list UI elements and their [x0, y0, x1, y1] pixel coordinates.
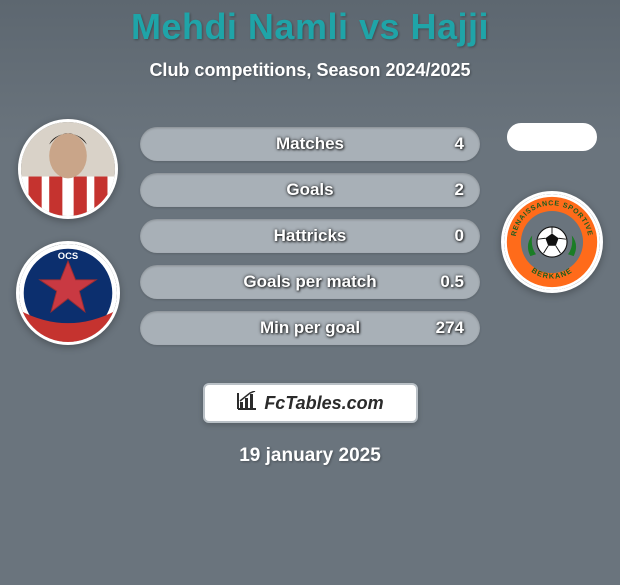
right-club-badge: RENAISSANCE SPORTIVE BERKANE: [501, 191, 603, 293]
stat-value: 274: [436, 318, 464, 338]
stat-value: 0: [455, 226, 464, 246]
stat-label: Hattricks: [274, 226, 347, 246]
page-title: Mehdi Namli vs Hajji: [0, 6, 620, 48]
footer-date: 19 january 2025: [0, 445, 620, 467]
brand-text: FcTables.com: [264, 393, 383, 414]
stat-label: Min per goal: [260, 318, 360, 338]
stat-label: Goals: [286, 180, 333, 200]
brand-box: FcTables.com: [203, 383, 418, 423]
left-club-text: OCS: [58, 250, 78, 261]
stat-row-gpm: Goals per match 0.5: [140, 265, 480, 299]
stat-label: Matches: [276, 134, 344, 154]
left-player-column: OCS: [8, 119, 128, 345]
stat-value: 0.5: [440, 272, 464, 292]
stat-bars: Matches 4 Goals 2 Hattricks 0 Goals per …: [140, 127, 480, 357]
stat-label: Goals per match: [243, 272, 376, 292]
brand-chart-icon: [236, 391, 258, 416]
stat-value: 4: [455, 134, 464, 154]
right-player-column: RENAISSANCE SPORTIVE BERKANE: [492, 119, 612, 293]
stat-row-goals: Goals 2: [140, 173, 480, 207]
page-subtitle: Club competitions, Season 2024/2025: [0, 60, 620, 81]
right-player-placeholder: [507, 123, 597, 151]
stat-row-mpg: Min per goal 274: [140, 311, 480, 345]
stat-row-matches: Matches 4: [140, 127, 480, 161]
left-player-avatar: [18, 119, 118, 219]
left-club-badge: OCS: [16, 241, 120, 345]
stat-value: 2: [455, 180, 464, 200]
stats-area: OCS RENAISSANCE SPORTIVE: [0, 119, 620, 369]
stat-row-hattricks: Hattricks 0: [140, 219, 480, 253]
